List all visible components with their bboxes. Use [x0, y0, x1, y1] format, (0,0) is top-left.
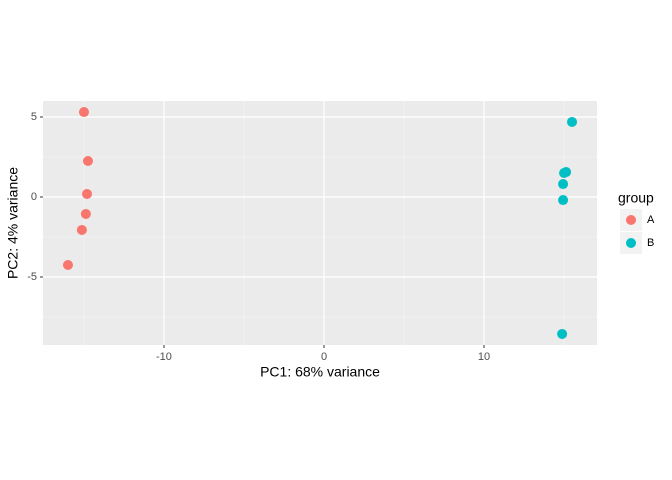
point	[82, 188, 93, 199]
x-tick-label: -10	[156, 351, 172, 363]
x-axis-title: PC1: 68% variance	[260, 364, 380, 380]
point	[559, 168, 570, 178]
point	[78, 107, 89, 118]
legend-label: B	[647, 237, 654, 249]
legend-label: A	[647, 214, 655, 226]
legend-title: group	[618, 190, 654, 206]
point	[80, 208, 91, 219]
y-axis-title: PC2: 4% variance	[5, 167, 21, 279]
x-tick-label: 0	[321, 351, 327, 363]
point	[62, 260, 73, 270]
point	[82, 156, 93, 166]
y-tick-label: 0	[31, 191, 37, 203]
legend-marker	[626, 238, 636, 248]
x-tick-label: 10	[478, 351, 490, 363]
y-tick-label: -5	[27, 271, 37, 283]
point	[567, 116, 578, 127]
point	[76, 224, 87, 235]
point	[558, 179, 569, 190]
plot-panel	[43, 101, 597, 345]
y-tick-label: 5	[31, 111, 37, 123]
legend-marker	[626, 215, 636, 225]
point	[557, 328, 568, 339]
point	[558, 195, 569, 206]
